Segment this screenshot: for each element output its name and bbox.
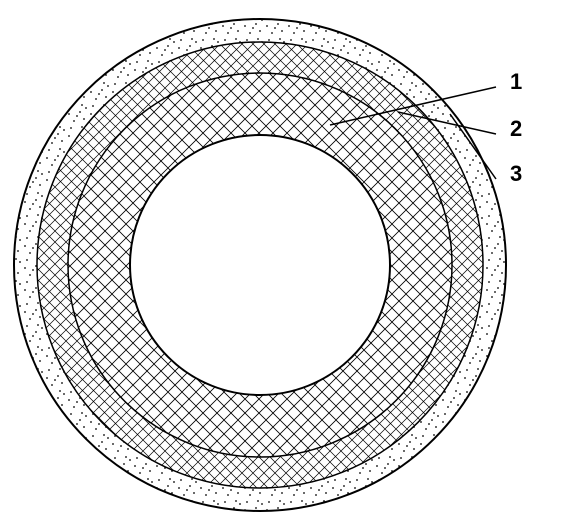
callout-label-3: 3: [510, 161, 522, 187]
diagram-root: { "diagram": { "center_x": 260, "center_…: [0, 0, 579, 516]
cross-section-svg: [0, 0, 579, 516]
callout-label-1: 1: [510, 69, 522, 95]
callout-label-2: 2: [510, 116, 522, 142]
